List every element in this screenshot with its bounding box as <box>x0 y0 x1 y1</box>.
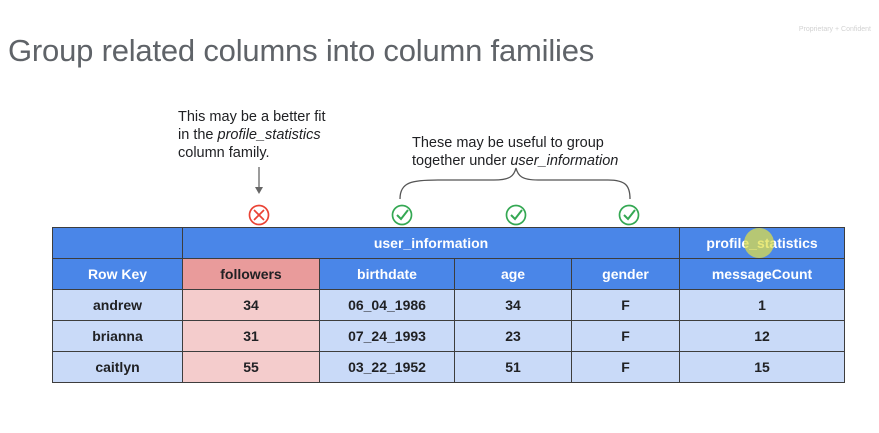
family-header-empty <box>52 227 183 259</box>
column-header-gender: gender <box>570 258 681 290</box>
birthdate-cell: 07_24_1993 <box>319 320 455 352</box>
table-row: caitlyn 55 03_22_1952 51 F 15 <box>52 351 846 383</box>
gender-cell: F <box>570 320 681 352</box>
gender-cell: F <box>570 351 681 383</box>
column-header-message-count: messageCount <box>679 258 846 290</box>
curly-brace-icon <box>399 167 631 200</box>
followers-note-emphasis: profile_statistics <box>217 127 321 143</box>
followers-note-line1: This may be a better fit <box>178 109 326 125</box>
column-families-table: user_information profile_statistics Row … <box>52 227 846 383</box>
message-count-cell: 1 <box>679 289 846 321</box>
group-note-line1: These may be useful to group <box>412 135 604 151</box>
down-arrow-icon <box>255 167 263 194</box>
check-circle-icon <box>505 204 527 226</box>
row-key-cell: caitlyn <box>52 351 183 383</box>
cursor-highlight <box>744 228 774 258</box>
followers-cell: 55 <box>182 351 320 383</box>
age-cell: 34 <box>454 289 572 321</box>
group-note: These may be useful to group together un… <box>412 134 618 170</box>
followers-cell: 31 <box>182 320 320 352</box>
age-cell: 23 <box>454 320 572 352</box>
table-row: andrew 34 06_04_1986 34 F 1 <box>52 289 846 321</box>
column-header-row-key: Row Key <box>52 258 183 290</box>
column-header-followers: followers <box>182 258 320 290</box>
page-title: Group related columns into column famili… <box>8 33 595 68</box>
group-note-line2: together under user_information <box>412 153 619 169</box>
column-header-birthdate: birthdate <box>319 258 455 290</box>
birthdate-cell: 03_22_1952 <box>319 351 455 383</box>
followers-cell: 34 <box>182 289 320 321</box>
followers-note: This may be a better fit in the profile_… <box>178 108 325 162</box>
cross-circle-icon <box>248 204 270 226</box>
table-row: brianna 31 07_24_1993 23 F 12 <box>52 320 846 352</box>
row-key-cell: andrew <box>52 289 183 321</box>
message-count-cell: 12 <box>679 320 846 352</box>
birthdate-cell: 06_04_1986 <box>319 289 455 321</box>
followers-note-line3: column family. <box>178 145 270 161</box>
check-circle-icon <box>618 204 640 226</box>
family-header-row: user_information profile_statistics <box>52 227 846 259</box>
column-header-row: Row Key followers birthdate age gender m… <box>52 258 846 290</box>
family-header-user-information: user_information <box>181 227 681 259</box>
followers-note-line2: in the profile_statistics <box>178 127 321 143</box>
group-note-emphasis: user_information <box>510 153 619 169</box>
check-circle-icon <box>391 204 413 226</box>
row-key-cell: brianna <box>52 320 183 352</box>
confidential-label: Proprietary + Confident <box>798 26 871 33</box>
message-count-cell: 15 <box>679 351 846 383</box>
gender-cell: F <box>570 289 681 321</box>
column-header-age: age <box>454 258 572 290</box>
age-cell: 51 <box>454 351 572 383</box>
